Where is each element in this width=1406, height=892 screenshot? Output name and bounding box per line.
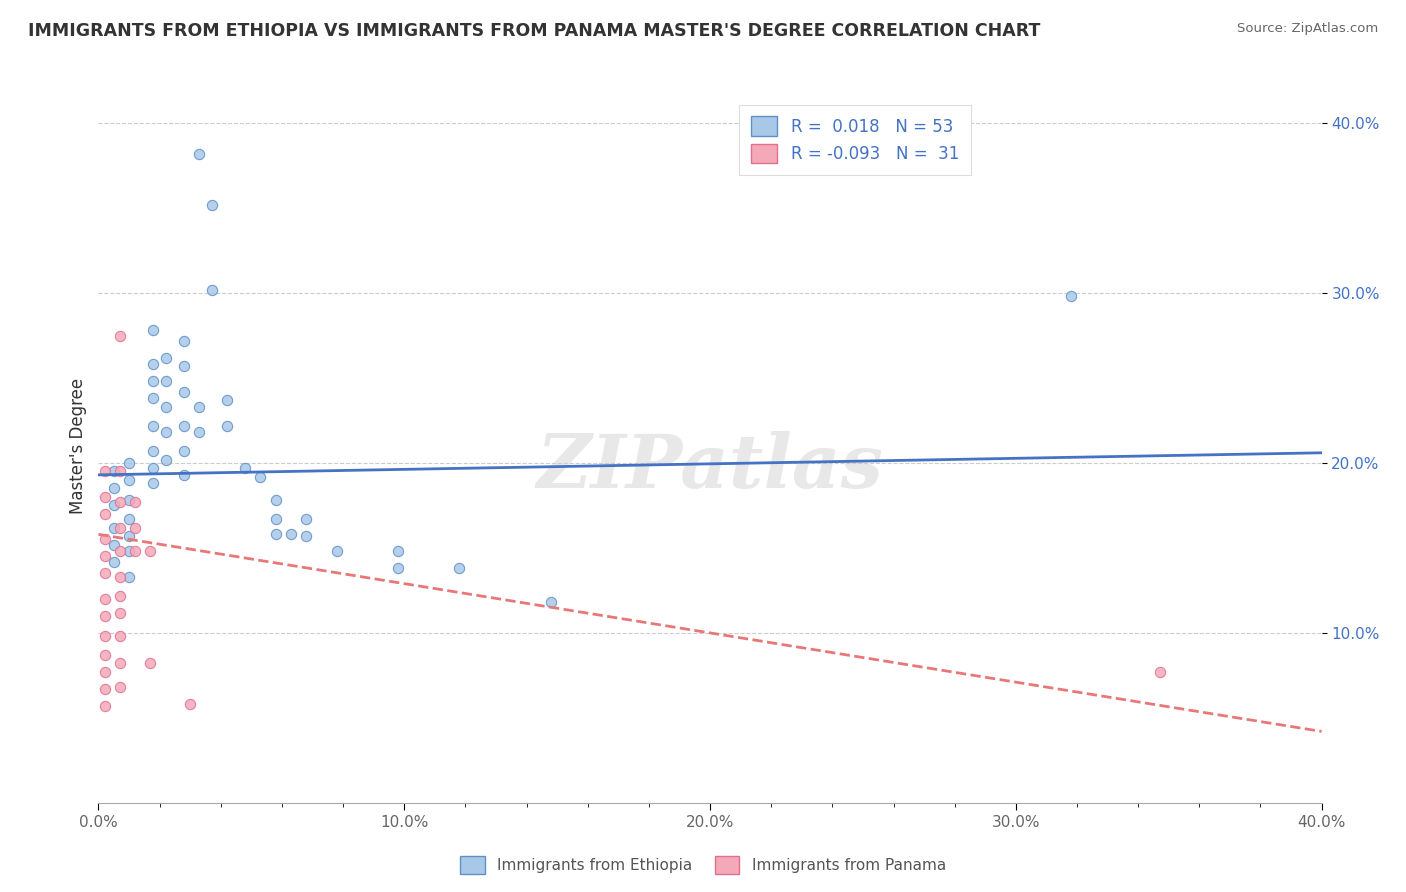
Point [173,384,195,399]
Point [108,328,131,343]
Point [108,589,131,603]
Point [103,482,125,496]
Point [108,495,131,509]
Point [155,375,177,389]
Point [188,425,211,440]
Point [540,595,562,609]
Point [142,358,165,372]
Point [93,465,115,479]
Point [108,606,131,620]
Point [108,465,131,479]
Point [387,544,409,558]
Point [93,648,115,662]
Y-axis label: Master's Degree: Master's Degree [69,378,87,514]
Point [142,418,165,433]
Point [93,665,115,679]
Point [215,393,238,408]
Point [118,529,141,543]
Point [139,544,162,558]
Point [200,198,222,212]
Point [142,444,165,458]
Point [142,461,165,475]
Point [280,527,302,541]
Point [118,473,141,487]
Point [155,425,177,440]
Point [103,555,125,569]
Point [188,400,211,414]
Point [139,657,162,671]
Point [264,527,287,541]
Point [155,452,177,467]
Point [173,444,195,458]
Point [1149,665,1171,679]
Point [93,507,115,521]
Point [142,392,165,406]
Point [108,544,131,558]
Point [93,549,115,564]
Point [103,499,125,513]
Point [93,698,115,713]
Point [233,461,256,475]
Point [118,493,141,508]
Point [108,629,131,643]
Point [108,680,131,694]
Point [142,476,165,491]
Point [295,512,318,526]
Text: ZIPatlas: ZIPatlas [537,431,883,504]
Point [200,283,222,297]
Point [118,570,141,584]
Point [103,465,125,479]
Point [93,533,115,547]
Point [93,608,115,623]
Point [188,146,211,161]
Point [173,334,195,348]
Text: IMMIGRANTS FROM ETHIOPIA VS IMMIGRANTS FROM PANAMA MASTER'S DEGREE CORRELATION C: IMMIGRANTS FROM ETHIOPIA VS IMMIGRANTS F… [28,22,1040,40]
Point [108,520,131,534]
Point [124,520,146,534]
Point [173,359,195,373]
Point [93,490,115,504]
Point [93,629,115,643]
Point [249,469,271,483]
Point [124,544,146,558]
Legend: Immigrants from Ethiopia, Immigrants from Panama: Immigrants from Ethiopia, Immigrants fro… [454,850,952,880]
Point [179,698,201,712]
Point [155,351,177,365]
Point [142,323,165,337]
Point [1060,289,1083,303]
Point [387,561,409,575]
Point [103,520,125,534]
Point [124,495,146,509]
Point [142,375,165,389]
Point [118,456,141,470]
Point [173,418,195,433]
Point [264,493,287,508]
Legend: R =  0.018   N = 53, R = -0.093   N =  31: R = 0.018 N = 53, R = -0.093 N = 31 [740,104,970,175]
Point [295,529,318,543]
Point [173,467,195,482]
Point [215,418,238,433]
Point [449,561,471,575]
Point [103,537,125,551]
Point [264,512,287,526]
Point [108,657,131,671]
Point [93,681,115,696]
Point [93,566,115,581]
Text: Source: ZipAtlas.com: Source: ZipAtlas.com [1237,22,1378,36]
Point [93,591,115,606]
Point [326,544,349,558]
Point [155,400,177,414]
Point [118,544,141,558]
Point [118,512,141,526]
Point [108,570,131,584]
